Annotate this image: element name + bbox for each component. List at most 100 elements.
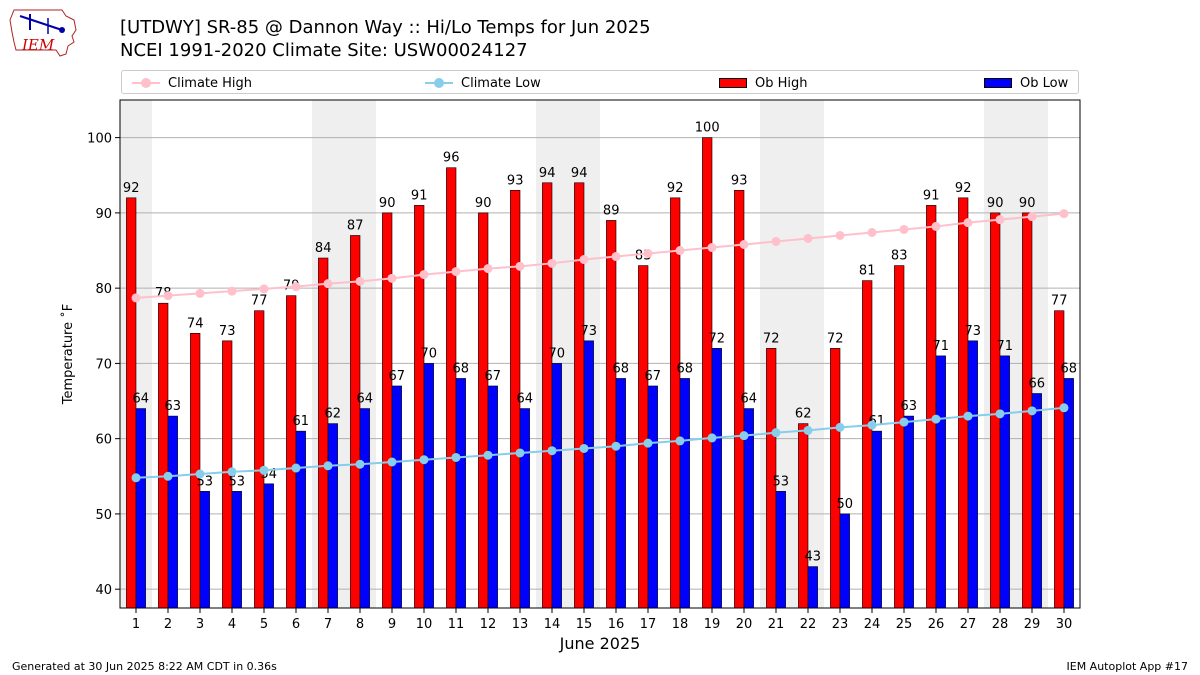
label-ob-high: 81 — [859, 264, 876, 279]
climate-high-point — [771, 236, 781, 246]
climate-high-point — [867, 227, 877, 237]
label-ob-low: 67 — [645, 369, 662, 384]
label-ob-high: 73 — [219, 324, 236, 339]
x-tick-label: 6 — [292, 617, 300, 632]
bar-ob-high — [798, 423, 809, 609]
y-tick-label: 100 — [87, 132, 112, 147]
label-ob-low: 64 — [133, 392, 150, 407]
bar-ob-low — [615, 378, 626, 609]
label-ob-low: 53 — [773, 474, 790, 489]
climate-low-point — [995, 409, 1005, 419]
climate-low-point — [419, 455, 429, 465]
climate-high-point — [451, 267, 461, 277]
label-ob-high: 92 — [123, 181, 140, 196]
bar-ob-high — [638, 265, 649, 609]
label-ob-high: 84 — [315, 241, 332, 256]
climate-low-point — [259, 465, 269, 475]
label-ob-high: 72 — [827, 331, 844, 346]
y-tick-label: 40 — [95, 583, 112, 598]
label-ob-low: 53 — [229, 474, 246, 489]
bar-ob-low — [519, 408, 530, 609]
bar-ob-high — [254, 310, 265, 609]
y-tick-label: 80 — [95, 282, 112, 297]
bar-ob-high — [606, 220, 617, 609]
bar-ob-high — [958, 197, 969, 609]
climate-high-point — [675, 246, 685, 256]
label-ob-low: 64 — [741, 392, 758, 407]
bar-ob-low — [487, 385, 498, 609]
bar-ob-high — [382, 212, 393, 609]
climate-high-point — [611, 252, 621, 262]
climate-low-point — [1059, 403, 1069, 413]
climate-low-point — [835, 422, 845, 432]
iem-logo: IEM — [9, 9, 77, 57]
climate-low-point — [739, 431, 749, 441]
x-tick-label: 2 — [164, 617, 172, 632]
x-tick-label: 15 — [576, 617, 593, 632]
climate-low-point — [323, 461, 333, 471]
bar-ob-low — [935, 355, 946, 609]
label-ob-low: 68 — [453, 361, 470, 376]
label-ob-high: 94 — [539, 166, 556, 181]
climate-low-point — [1027, 406, 1037, 416]
bar-ob-low — [903, 415, 914, 609]
climate-high-point — [387, 273, 397, 283]
bar-ob-low — [263, 483, 274, 609]
bar-ob-low — [231, 491, 242, 609]
label-ob-low: 67 — [389, 369, 406, 384]
climate-low-point — [579, 443, 589, 453]
x-tick-label: 24 — [864, 617, 881, 632]
label-ob-high: 72 — [763, 331, 780, 346]
climate-low-point — [291, 463, 301, 473]
bar-ob-low — [967, 340, 978, 609]
y-tick-label: 50 — [95, 508, 112, 523]
x-tick-label: 1 — [132, 617, 140, 632]
bar-ob-low — [807, 566, 818, 609]
legend-label: Ob Low — [1020, 75, 1069, 91]
climate-low-point — [451, 452, 461, 462]
label-ob-low: 70 — [421, 346, 438, 361]
label-ob-high: 90 — [1019, 196, 1036, 211]
bar-ob-high — [830, 348, 841, 609]
climate-low-point — [547, 446, 557, 456]
climate-high-point — [323, 279, 333, 289]
climate-high-point — [355, 276, 365, 286]
bar-ob-low — [1031, 393, 1042, 609]
climate-low-point — [355, 459, 365, 469]
climate-low-point — [227, 467, 237, 477]
climate-low-point — [707, 433, 717, 443]
bar-ob-high — [414, 205, 425, 609]
chart-subtitle: NCEI 1991-2020 Climate Site: USW00024127 — [120, 40, 528, 61]
bar-ob-high — [574, 182, 585, 609]
climate-high-point — [419, 270, 429, 280]
climate-high-point — [931, 221, 941, 231]
footer-app: IEM Autoplot App #17 — [1066, 660, 1189, 673]
label-ob-high: 92 — [955, 181, 972, 196]
x-tick-label: 13 — [512, 617, 529, 632]
label-ob-high: 62 — [795, 407, 812, 422]
bar-ob-high — [542, 182, 553, 609]
climate-high-point — [131, 293, 141, 303]
climate-high-point — [995, 215, 1005, 225]
bar-ob-high — [670, 197, 681, 609]
climate-high-point — [1027, 212, 1037, 222]
label-ob-high: 87 — [347, 218, 364, 233]
bar-ob-high — [862, 280, 873, 609]
climate-high-point — [835, 230, 845, 240]
bar-ob-low — [423, 363, 434, 609]
label-ob-high: 93 — [507, 173, 524, 188]
label-ob-high: 92 — [667, 181, 684, 196]
climate-low-point — [515, 448, 525, 458]
climate-high-point — [899, 224, 909, 234]
label-ob-high: 77 — [1051, 294, 1068, 309]
climate-low-point — [611, 441, 621, 451]
x-tick-label: 18 — [672, 617, 689, 632]
climate-high-point — [963, 218, 973, 228]
label-ob-high: 90 — [379, 196, 396, 211]
climate-high-point — [803, 233, 813, 243]
climate-high-point — [195, 288, 205, 298]
x-tick-label: 14 — [544, 617, 561, 632]
x-tick-label: 8 — [356, 617, 364, 632]
label-ob-low: 68 — [613, 361, 630, 376]
